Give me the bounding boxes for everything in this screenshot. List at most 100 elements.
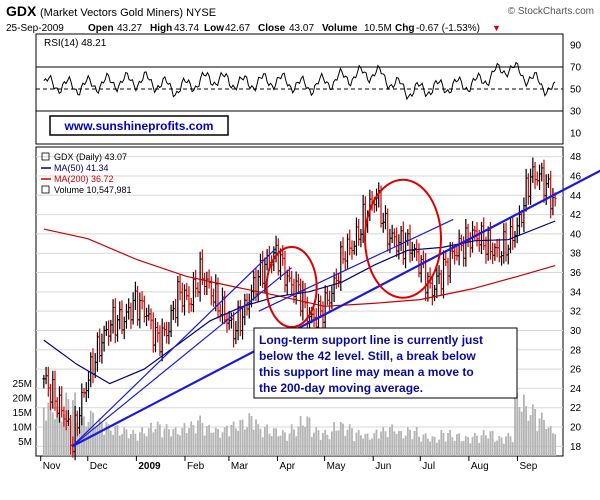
- price-tick-label: 18: [570, 442, 582, 453]
- volume-bar: [333, 422, 335, 456]
- volume-bar: [176, 434, 179, 456]
- volume-bar: [507, 432, 510, 456]
- legend-entry: Volume 10,547,981: [54, 185, 132, 195]
- volume-bar: [42, 407, 45, 456]
- rsi-line: [43, 61, 556, 101]
- volume-bar: [152, 432, 155, 456]
- volume-bar: [165, 424, 168, 456]
- volume-bar: [418, 436, 420, 456]
- volume-bar: [496, 440, 498, 456]
- rsi-tick-label: 50: [570, 85, 582, 96]
- x-tick-label: Feb: [187, 461, 205, 472]
- volume-bar: [188, 428, 190, 456]
- annotation-line: Long-term support line is currently just: [259, 333, 483, 347]
- volume-bar: [308, 417, 311, 456]
- x-tick-label: Dec: [90, 461, 108, 472]
- volume-bar: [235, 428, 237, 456]
- volume-bar: [391, 424, 394, 456]
- chg-down-arrow-icon: ▼: [492, 23, 501, 33]
- price-tick-label: 44: [570, 191, 582, 202]
- volume-bar: [324, 430, 327, 456]
- volume-bar: [159, 424, 161, 456]
- volume-bar: [257, 424, 260, 456]
- volume-bar: [161, 437, 164, 456]
- volume-bar: [382, 427, 385, 456]
- volume-bar: [404, 435, 407, 456]
- price-tick-label: 30: [570, 326, 582, 337]
- volume-y-axis: 5M 10M 15M 20M 25M: [13, 379, 32, 448]
- chg-label: Chg: [395, 23, 414, 34]
- rsi-tick-label: 30: [570, 107, 582, 118]
- volume-bar: [154, 428, 157, 456]
- volume-bar: [485, 435, 487, 456]
- rsi-tick-label: 90: [570, 41, 582, 52]
- volume-bar: [150, 422, 152, 456]
- volume-bar: [101, 423, 103, 456]
- url-text: www.sunshineprofits.com: [64, 119, 214, 133]
- volume-bar: [348, 424, 351, 456]
- annotation-line: this support line may mean a move to: [259, 365, 474, 379]
- volume-bar: [368, 439, 371, 456]
- price-tick-label: 48: [570, 152, 582, 163]
- volume-bar: [453, 441, 456, 456]
- price-tick-label: 20: [570, 423, 582, 434]
- volume-bar: [375, 429, 378, 456]
- x-tick-label: Sep: [520, 461, 538, 472]
- volume-bar: [201, 422, 204, 456]
- volume-bar: [427, 438, 429, 456]
- volume-bar: [339, 422, 342, 456]
- volume-bar: [514, 397, 516, 456]
- volume-bar: [156, 421, 159, 456]
- volume-bar: [96, 425, 99, 456]
- volume-bar: [264, 427, 266, 456]
- volume-bar: [297, 426, 300, 456]
- volume-bar: [467, 437, 469, 456]
- price-bars: [42, 157, 557, 461]
- volume-bar: [447, 433, 449, 456]
- rsi-grid: [36, 66, 563, 112]
- volume-bar: [438, 439, 440, 456]
- volume-bar: [221, 432, 224, 456]
- price-panel: 18 20 22 24 26 28 30 32 34 36 38 40 42 44 46 48 5M 10M 15…: [13, 146, 600, 472]
- volume-bar: [272, 428, 275, 456]
- volume-bar: [118, 435, 121, 456]
- volume-bar: [268, 433, 271, 456]
- volume-bar: [462, 441, 465, 456]
- x-tick-label: Apr: [280, 461, 296, 472]
- volume-bar: [409, 429, 411, 456]
- volume-label: Volume: [322, 23, 358, 34]
- volume-bar: [362, 438, 364, 456]
- volume-bar: [168, 429, 170, 456]
- volume-bar: [127, 438, 130, 456]
- volume-bar: [116, 425, 119, 456]
- volume-bar: [89, 410, 92, 456]
- volume-bar: [509, 436, 512, 456]
- highlight-circle: [364, 178, 443, 299]
- price-tick-label: 22: [570, 403, 582, 414]
- legend-entry: MA(50) 41.34: [54, 163, 109, 173]
- volume-bar: [413, 431, 416, 456]
- price-tick-label: 42: [570, 210, 582, 221]
- volume-bar: [386, 437, 389, 456]
- legend-entry: GDX (Daily) 43.07: [54, 152, 127, 162]
- rsi-label: RSI(14) 48.21: [44, 38, 107, 49]
- volume-bar: [286, 440, 289, 456]
- volume-bar: [498, 436, 501, 456]
- volume-bar: [143, 433, 146, 456]
- volume-bar: [56, 405, 59, 456]
- volume-bar: [313, 432, 315, 456]
- volume-bar: [520, 411, 523, 456]
- volume-bar: [355, 432, 358, 456]
- volume-bar: [226, 425, 228, 456]
- volume-bar: [529, 415, 532, 456]
- volume-bar: [366, 433, 369, 456]
- volume-bar: [288, 433, 291, 456]
- rsi-panel: 10 30 50 70 90 RSI(14) 48.21 www.sunshinepro…: [35, 33, 582, 145]
- volume-tick-label: 20M: [13, 394, 32, 405]
- volume-bar: [469, 443, 472, 456]
- volume-bar: [531, 404, 534, 456]
- volume-bar: [435, 442, 438, 456]
- volume-bar: [76, 422, 79, 456]
- price-tick-label: 32: [570, 307, 582, 318]
